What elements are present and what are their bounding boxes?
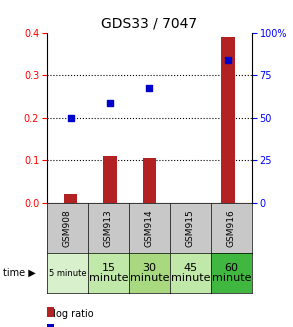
Point xyxy=(226,58,231,63)
Text: GSM916: GSM916 xyxy=(227,209,236,247)
Text: 15
minute: 15 minute xyxy=(89,263,128,284)
Bar xyxy=(103,156,117,203)
Text: 60
minute: 60 minute xyxy=(212,263,251,284)
Text: GSM915: GSM915 xyxy=(186,209,195,247)
Point xyxy=(108,100,112,105)
Text: time ▶: time ▶ xyxy=(3,268,36,278)
Text: GSM913: GSM913 xyxy=(104,209,113,247)
Text: log ratio: log ratio xyxy=(47,309,93,319)
Bar xyxy=(222,37,235,203)
Text: GSM914: GSM914 xyxy=(145,209,154,247)
Text: 30
minute: 30 minute xyxy=(130,263,169,284)
Text: 45
minute: 45 minute xyxy=(171,263,210,284)
Title: GDS33 / 7047: GDS33 / 7047 xyxy=(101,16,197,30)
Bar xyxy=(64,194,77,203)
Point xyxy=(147,85,152,91)
Text: 5 minute: 5 minute xyxy=(49,268,86,278)
Point xyxy=(68,115,73,120)
Bar xyxy=(142,158,156,203)
Text: GSM908: GSM908 xyxy=(63,209,72,247)
